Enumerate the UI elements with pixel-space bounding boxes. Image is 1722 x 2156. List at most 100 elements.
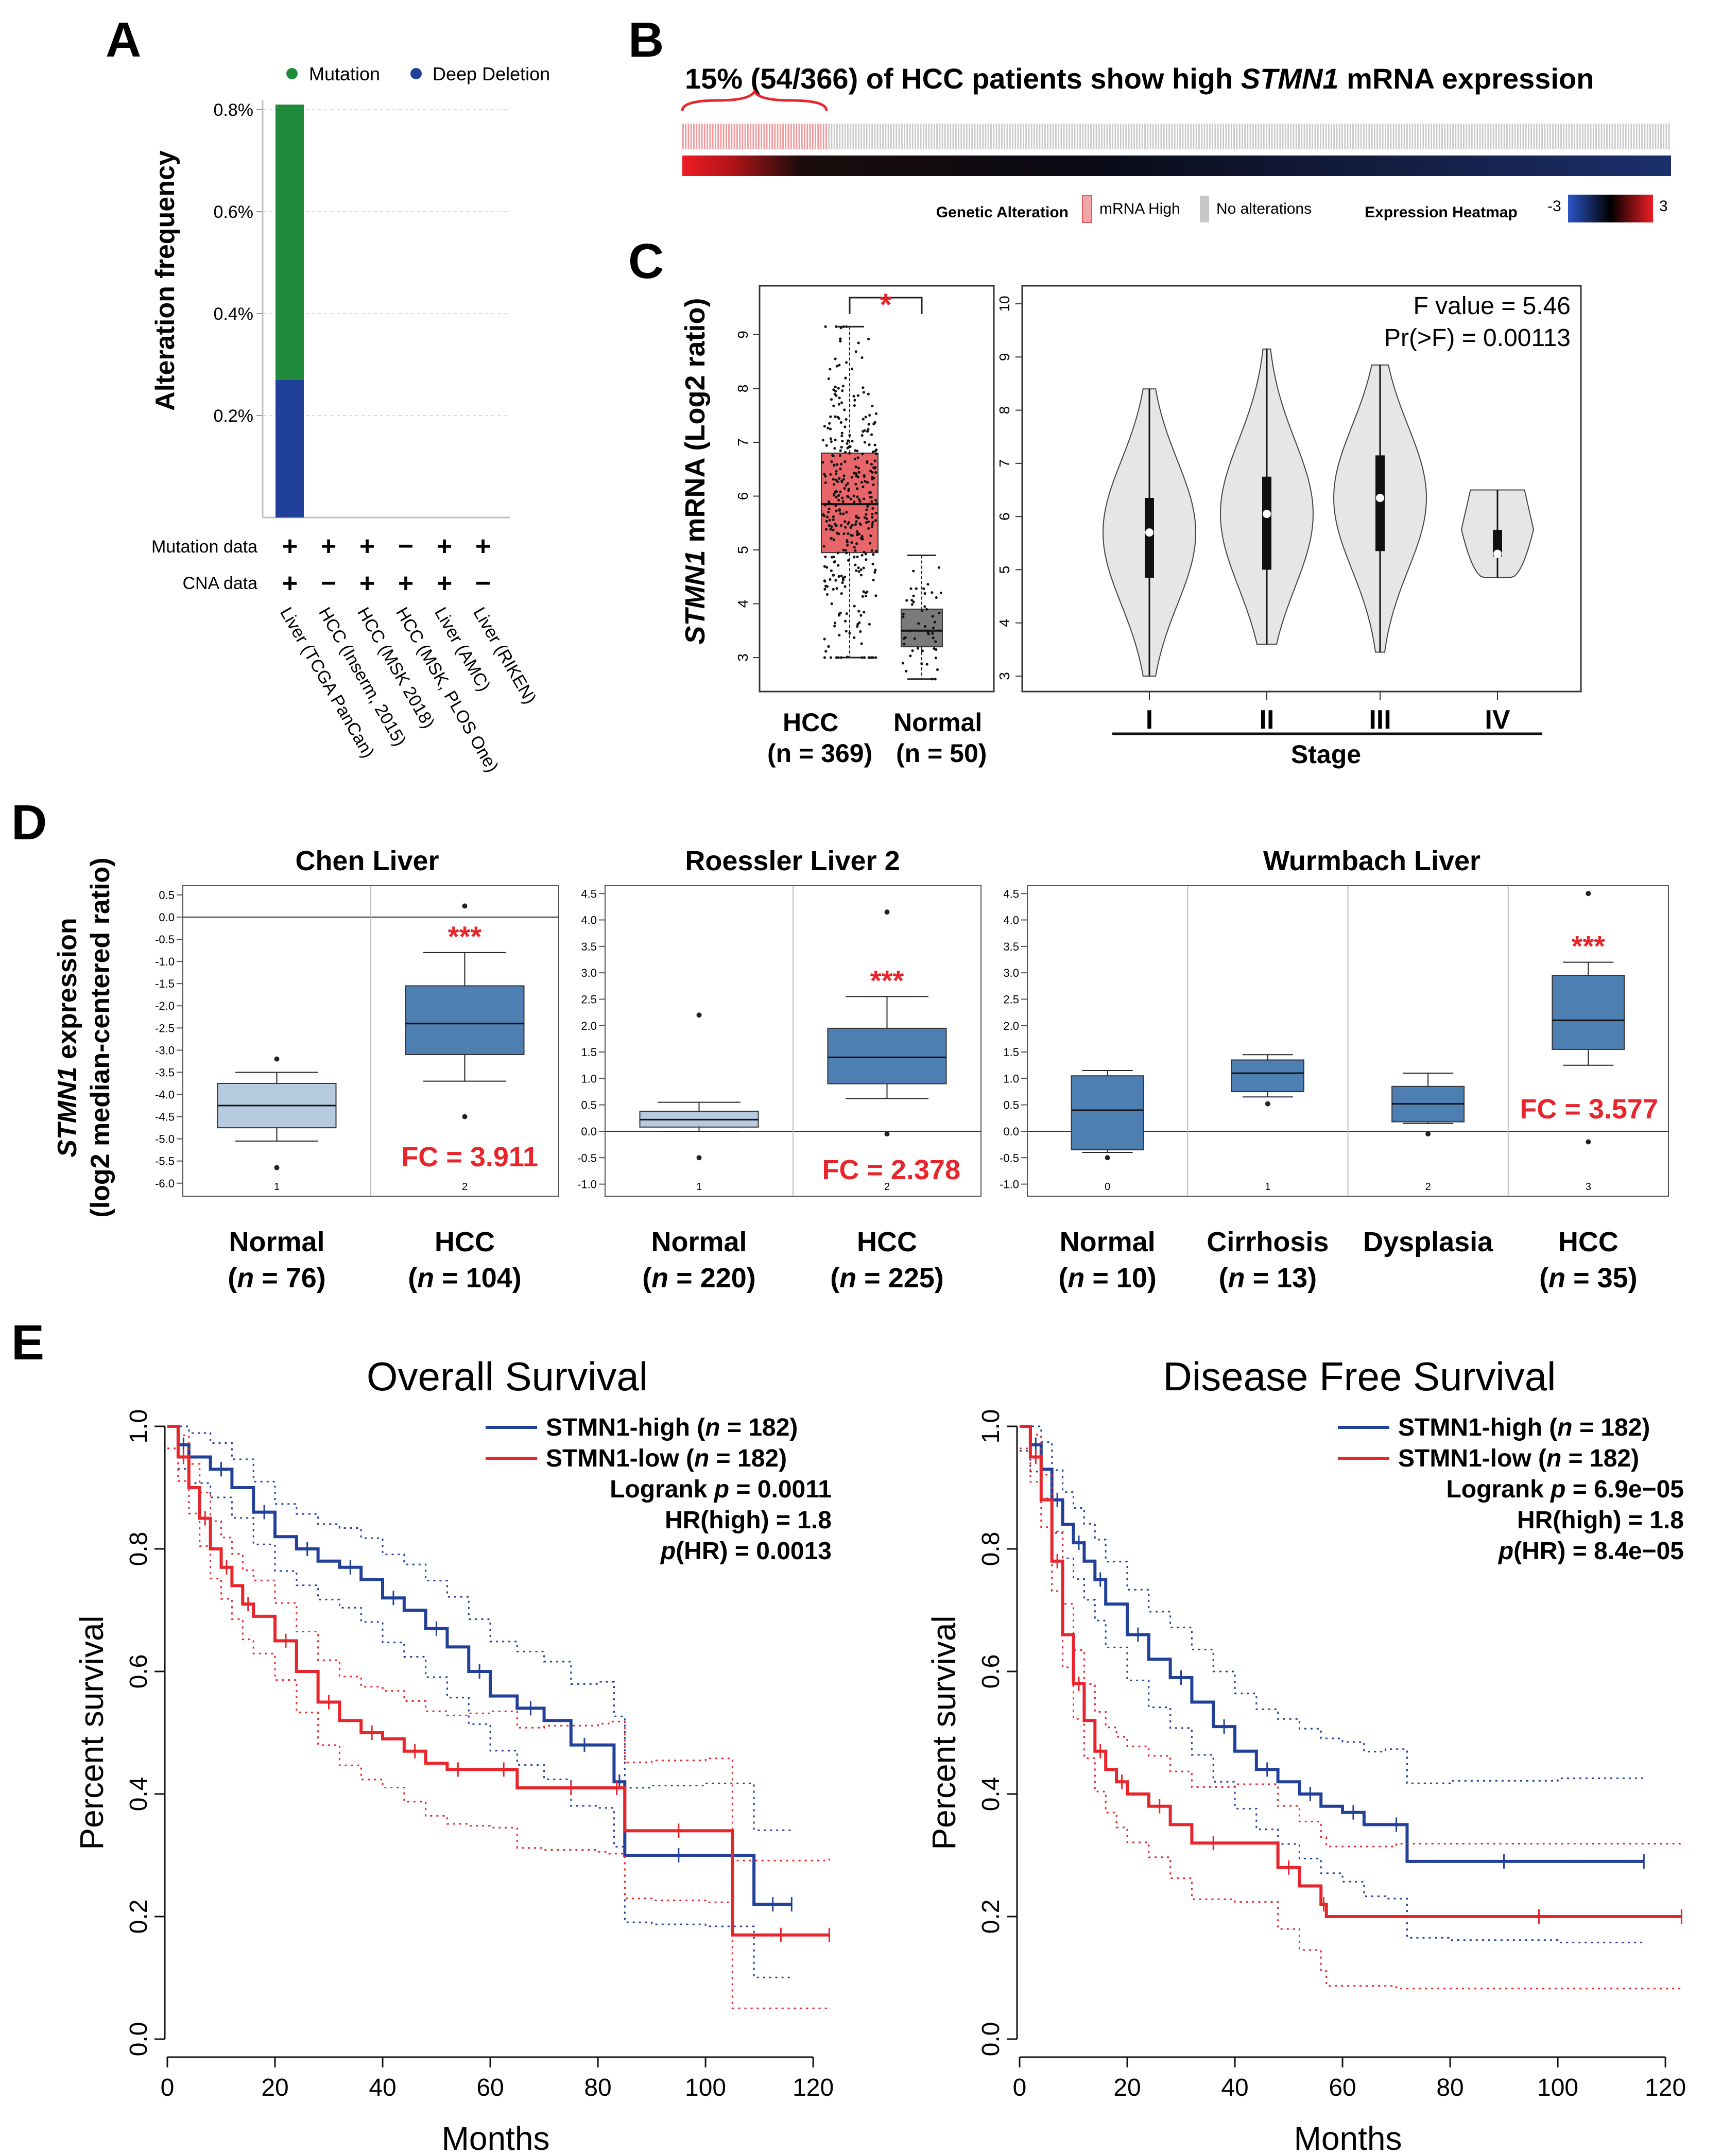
oncoprint-none-cell: [909, 124, 911, 149]
oncoprint-none-cell: [1517, 124, 1519, 149]
jitter-point: [845, 511, 848, 514]
oncoprint-high-cell: [698, 124, 700, 149]
oncoprint-none-cell: [976, 124, 978, 149]
oncoprint-none-cell: [1195, 124, 1197, 149]
oncoprint-none-cell: [1279, 124, 1281, 149]
jitter-point: [870, 549, 873, 552]
stage-label: II: [1260, 705, 1275, 735]
jitter-point: [832, 454, 835, 458]
oncoprint-none-cell: [1357, 124, 1359, 149]
n-open: (: [408, 1263, 417, 1293]
jitter-point: [827, 377, 830, 381]
jitter-point: [863, 516, 866, 519]
panel-d-ytick-label: 1.0: [581, 1072, 597, 1085]
oncoprint-none-cell: [1625, 124, 1627, 149]
jitter-point: [932, 626, 935, 630]
jitter-point: [867, 428, 870, 431]
jitter-point: [935, 648, 938, 651]
jitter-point: [845, 325, 848, 328]
oncoprint-none-cell: [1133, 124, 1135, 149]
panel-e-ytick-label: 0.4: [977, 1777, 1005, 1812]
jitter-point: [833, 561, 836, 564]
jitter-point: [860, 356, 864, 359]
jitter-point: [844, 548, 847, 552]
oncoprint-none-cell: [879, 124, 881, 149]
jitter-point: [847, 522, 850, 525]
txt: [720, 1414, 727, 1441]
panel-e-ytick-label: 0.8: [977, 1532, 1005, 1566]
stage-label: I: [1146, 705, 1153, 735]
panel-d-group-n: (n = 35): [1539, 1263, 1638, 1293]
legend-no-alterations: No alterations: [1216, 200, 1312, 217]
violin-median-dot: [1376, 493, 1384, 502]
jitter-point: [925, 663, 928, 666]
oncoprint-none-cell: [1652, 124, 1654, 149]
txt: Logrank: [1446, 1476, 1551, 1503]
violin-median-dot: [1493, 549, 1502, 558]
panel-e-ytick-label: 0.0: [125, 2022, 152, 2057]
jitter-point: [832, 388, 835, 391]
oncoprint-none-cell: [995, 124, 997, 149]
panel-e-ytick-label: 0.0: [977, 2022, 1005, 2057]
legend-genetic-alteration: Genetic Alteration: [936, 204, 1069, 221]
jitter-point: [850, 541, 853, 544]
jitter-point: [841, 581, 844, 584]
panel-d-ytick-label: 0.0: [581, 1125, 597, 1138]
oncoprint-none-cell: [1112, 124, 1113, 149]
oncoprint-none-cell: [1006, 124, 1008, 149]
oncoprint-none-cell: [1490, 124, 1492, 149]
oncoprint-none-cell: [1506, 124, 1508, 149]
oncoprint-none-cell: [931, 124, 933, 149]
txt-italic: n: [694, 1445, 709, 1472]
oncoprint-none-cell: [1635, 124, 1638, 149]
jitter-point: [867, 527, 870, 530]
jitter-point: [835, 509, 838, 512]
jitter-point: [835, 495, 838, 499]
oncoprint-none-cell: [947, 124, 949, 149]
violin-ytick-label: 6: [996, 512, 1012, 521]
p-hr: p(HR) = 8.4e−05: [1497, 1538, 1684, 1565]
oncoprint-none-cell: [958, 124, 959, 149]
jitter-point: [856, 456, 859, 459]
jitter-point: [915, 587, 918, 590]
txt: = 6.9e−05: [1565, 1476, 1684, 1503]
mutation-data-mark: −: [398, 531, 414, 561]
jitter-point: [839, 337, 842, 340]
oncoprint-none-cell: [1163, 124, 1165, 149]
cna-data-mark: +: [398, 568, 414, 598]
oncoprint-none-cell: [860, 124, 863, 149]
panel-e-xtick-label: 80: [1436, 2074, 1463, 2101]
txt: STMN1-low: [1398, 1445, 1538, 1472]
panel-c-box-ytick-label: 9: [735, 331, 751, 339]
jitter-point: [840, 592, 843, 595]
oncoprint-none-cell: [839, 124, 841, 149]
panel-e-title: Disease Free Survival: [1163, 1354, 1556, 1399]
panel-d-outlier: [462, 1114, 468, 1119]
panel-d-ytick-label: 4.0: [581, 914, 597, 927]
oncoprint-none-cell: [1044, 124, 1046, 149]
oncoprint-none-cell: [1149, 124, 1151, 149]
oncoprint-none-cell: [1533, 124, 1535, 149]
jitter-point: [859, 537, 863, 540]
stage-label: III: [1369, 705, 1391, 735]
jitter-point: [840, 401, 843, 404]
oncoprint-high-cell: [782, 124, 784, 149]
panel-d-index: 1: [274, 1181, 280, 1193]
oncoprint-none-cell: [979, 124, 981, 149]
jitter-point: [828, 422, 831, 425]
jitter-point: [843, 408, 846, 411]
oncoprint-none-cell: [1447, 124, 1449, 149]
cna-data-mark: −: [475, 568, 491, 598]
panel-d-ytick-label: 0.5: [1003, 1099, 1019, 1112]
jitter-point: [833, 464, 836, 467]
jitter-point: [829, 473, 832, 476]
panel-d-ytick-label: 2.5: [581, 993, 597, 1006]
oncoprint-none-cell: [1603, 124, 1605, 149]
jitter-point: [874, 519, 877, 522]
oncoprint-none-cell: [941, 124, 943, 149]
oncoprint-none-cell: [1312, 124, 1314, 149]
jitter-point: [830, 569, 833, 572]
oncoprint-none-cell: [1184, 124, 1186, 149]
oncoprint-high-cell: [709, 124, 711, 149]
panel-d-ytick-label: -2.5: [155, 1022, 175, 1034]
